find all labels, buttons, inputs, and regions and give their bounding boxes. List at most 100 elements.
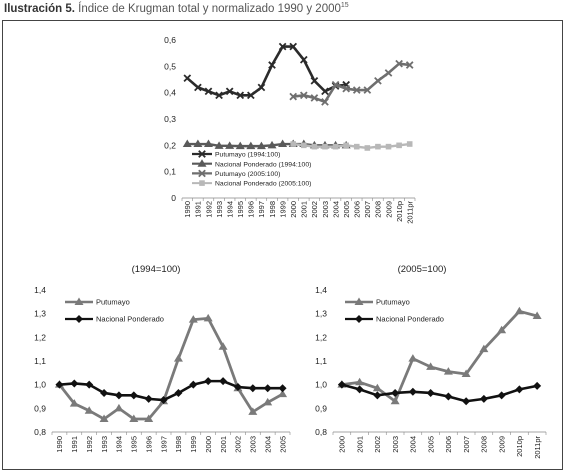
data-point <box>372 383 382 392</box>
y-tick-label: 0,2 <box>164 140 176 150</box>
data-point <box>514 306 524 315</box>
y-tick-label: 1,4 <box>34 285 46 295</box>
x-tick-label: 1992 <box>204 201 213 218</box>
legend-item: Nacional Ponderado (2005:100) <box>192 180 311 188</box>
data-point-stroke-b <box>204 87 213 96</box>
x-tick-label: 1998 <box>174 436 183 453</box>
y-tick-label: 1,3 <box>34 309 46 319</box>
data-point <box>497 325 507 334</box>
data-point <box>263 397 273 406</box>
data-point-stroke-b <box>257 83 266 92</box>
series-2 <box>337 380 542 406</box>
x-tick-label: 2005 <box>342 201 351 218</box>
data-point-stroke-b <box>395 59 403 68</box>
x-tick-label: 2002 <box>234 436 243 453</box>
x-tick-label: 1994 <box>225 201 234 218</box>
data-point <box>332 143 339 150</box>
data-point <box>189 380 198 389</box>
data-point <box>85 380 94 389</box>
legend-swatch-marker <box>75 315 83 323</box>
series-3 <box>289 59 414 106</box>
y-tick-label: 0,4 <box>164 88 176 98</box>
x-tick-label: 1992 <box>85 436 94 453</box>
chart-title: (1994=100) <box>132 264 181 275</box>
data-point-stroke-b <box>352 86 361 94</box>
series-line <box>340 309 539 403</box>
y-tick-label: 1,1 <box>315 356 327 366</box>
data-point <box>385 143 392 150</box>
data-point <box>373 391 382 400</box>
data-point-stroke-b <box>289 92 298 101</box>
data-point <box>173 354 183 362</box>
data-point <box>204 377 213 386</box>
x-tick-label: 1990 <box>55 436 64 453</box>
data-point <box>194 83 202 92</box>
data-point <box>532 311 542 320</box>
x-tick-label: 2008 <box>480 436 489 453</box>
x-tick-label: 2010p <box>395 201 404 222</box>
legend-label: Putumayo (1994:100) <box>215 152 280 159</box>
x-tick-label: 2004 <box>409 436 418 453</box>
legend-label: Nacional Ponderado (2005:100) <box>215 181 311 188</box>
data-point <box>321 87 329 96</box>
x-tick-label: 2001 <box>219 436 228 453</box>
data-point <box>426 362 436 370</box>
data-point <box>408 387 417 396</box>
data-point <box>311 143 318 150</box>
data-point <box>144 414 154 422</box>
data-point <box>129 391 138 400</box>
y-tick-label: 0,8 <box>315 427 327 437</box>
data-point <box>236 91 245 100</box>
x-tick-label: 1997 <box>159 436 168 453</box>
data-point <box>99 414 109 422</box>
data-point <box>267 140 277 149</box>
series-line <box>185 45 348 97</box>
legend-label: Nacional Ponderado <box>376 315 444 324</box>
data-point <box>225 141 235 149</box>
data-point <box>129 414 139 422</box>
y-tick-labels: 0,8 0,9 1,0 1,1 1,2 1,3 1,4 <box>34 285 46 437</box>
data-point <box>278 42 287 51</box>
data-point <box>256 141 266 150</box>
legend-swatch-marker <box>74 297 84 305</box>
x-tick-label: 2000 <box>204 436 213 453</box>
series-line <box>58 316 284 421</box>
data-point <box>144 394 153 403</box>
x-tick-label: 2003 <box>321 201 330 218</box>
data-point <box>289 42 298 51</box>
data-point <box>374 76 382 85</box>
data-point <box>203 139 213 148</box>
x-tick-label: 2011pr <box>406 200 415 223</box>
x-tick-label: 1995 <box>130 436 139 453</box>
x-tick-label: 1990 <box>183 201 192 218</box>
data-point <box>247 91 255 100</box>
data-point <box>479 394 488 403</box>
data-point <box>390 396 400 405</box>
data-point <box>479 344 489 353</box>
y-tick-label: 1,2 <box>315 332 327 342</box>
data-point <box>363 86 372 94</box>
legend-label: Putumayo <box>376 298 410 307</box>
legend-item: Nacional Ponderado <box>65 315 164 324</box>
data-point-stroke-b <box>310 76 319 85</box>
data-point-stroke-b <box>194 83 202 92</box>
y-tick-label: 1,1 <box>34 356 46 366</box>
x-tick-label: 2009 <box>497 436 506 453</box>
data-point <box>278 139 288 148</box>
legend: Putumayo Nacional Ponderado <box>65 297 164 324</box>
series-2 <box>55 377 287 405</box>
x-tick-label: 1995 <box>236 201 245 218</box>
figure-caption: Ilustración 5. Índice de Krugman total y… <box>4 2 349 15</box>
series-line <box>186 142 348 148</box>
y-tick-label: 1,4 <box>315 285 327 295</box>
data-point <box>443 367 453 375</box>
data-point <box>406 141 413 147</box>
legend-swatch-marker <box>198 150 206 158</box>
x-tick-label: 1993 <box>100 436 109 453</box>
x-tick-label: 2004 <box>331 201 340 218</box>
y-tick-labels: 0,8 0,9 1,0 1,1 1,2 1,3 1,4 <box>315 285 327 437</box>
x-tick-label: 2008 <box>374 201 383 218</box>
x-tick-label: 2004 <box>263 436 272 453</box>
series-line <box>58 379 284 402</box>
